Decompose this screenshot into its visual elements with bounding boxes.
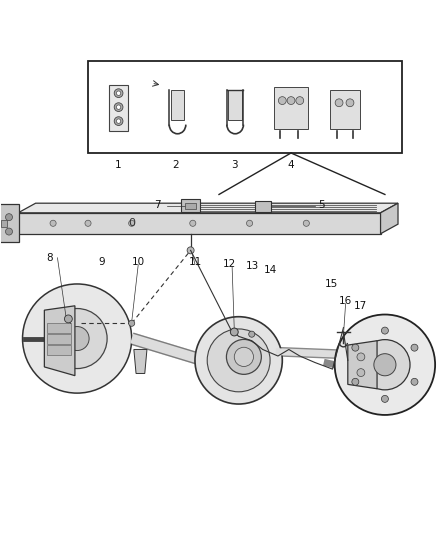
Circle shape (279, 96, 286, 104)
Text: 2: 2 (172, 159, 179, 169)
Circle shape (234, 348, 254, 367)
Polygon shape (134, 350, 147, 374)
Circle shape (296, 96, 304, 104)
Bar (255, 201, 271, 212)
Circle shape (303, 220, 309, 227)
Bar (109, 85, 128, 131)
Bar (181, 199, 200, 212)
Text: 9: 9 (99, 257, 105, 267)
Polygon shape (348, 341, 377, 389)
Circle shape (346, 99, 354, 107)
Text: 8: 8 (47, 253, 53, 263)
Bar (88, 61, 403, 153)
Bar (47, 334, 71, 344)
Circle shape (114, 117, 123, 125)
Circle shape (47, 309, 107, 368)
Circle shape (207, 329, 270, 392)
Text: 13: 13 (246, 261, 259, 271)
Text: 16: 16 (339, 296, 352, 306)
Circle shape (249, 331, 255, 337)
Circle shape (64, 315, 72, 323)
Bar (185, 203, 196, 209)
Circle shape (6, 228, 12, 235)
Circle shape (352, 344, 359, 351)
Polygon shape (18, 203, 398, 213)
Bar (1, 220, 7, 228)
Circle shape (129, 220, 135, 227)
Circle shape (247, 220, 253, 227)
Circle shape (352, 378, 359, 385)
Circle shape (357, 353, 365, 361)
Circle shape (357, 369, 365, 376)
Circle shape (226, 340, 261, 374)
Circle shape (114, 103, 123, 111)
Circle shape (117, 91, 121, 95)
Bar (0, 204, 19, 243)
Circle shape (360, 340, 410, 390)
Text: 10: 10 (132, 257, 145, 267)
Circle shape (50, 220, 56, 227)
Circle shape (22, 284, 132, 393)
Text: 3: 3 (231, 159, 237, 169)
Text: 14: 14 (264, 265, 277, 275)
Circle shape (195, 317, 283, 404)
Circle shape (114, 89, 123, 98)
Circle shape (287, 96, 295, 104)
Text: 17: 17 (354, 301, 367, 311)
Circle shape (65, 327, 89, 351)
Circle shape (335, 314, 435, 415)
Bar (47, 345, 71, 354)
Circle shape (129, 320, 135, 326)
Polygon shape (44, 306, 75, 376)
Polygon shape (381, 203, 398, 234)
Circle shape (411, 378, 418, 385)
Bar (171, 90, 184, 120)
Text: 11: 11 (188, 257, 201, 266)
Circle shape (411, 344, 418, 351)
Circle shape (85, 220, 91, 227)
Circle shape (381, 327, 389, 334)
Circle shape (190, 220, 196, 227)
Polygon shape (18, 213, 381, 234)
Text: 4: 4 (288, 159, 294, 169)
Text: 12: 12 (223, 260, 237, 269)
Text: 0: 0 (128, 219, 135, 228)
Circle shape (230, 328, 238, 336)
Bar (330, 90, 360, 129)
Bar (47, 323, 71, 333)
Text: 7: 7 (155, 200, 161, 211)
Circle shape (374, 354, 396, 376)
Bar (274, 87, 307, 129)
Circle shape (6, 214, 12, 221)
Text: 15: 15 (325, 279, 338, 289)
Circle shape (381, 395, 389, 402)
Circle shape (117, 119, 121, 123)
Circle shape (117, 105, 121, 109)
Text: 5: 5 (318, 200, 325, 211)
Text: 1: 1 (115, 159, 122, 169)
Circle shape (335, 99, 343, 107)
Bar (228, 90, 242, 120)
Circle shape (187, 247, 194, 254)
